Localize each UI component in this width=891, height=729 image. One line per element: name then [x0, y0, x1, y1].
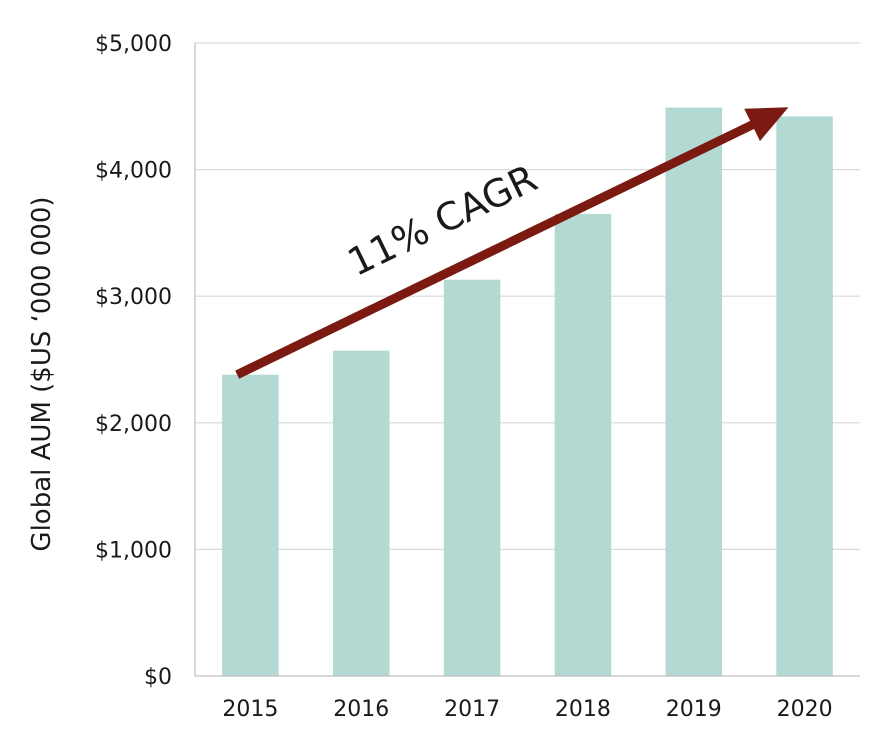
bar-2017: [443, 279, 501, 676]
bar-2015: [222, 374, 279, 676]
x-tick-label: 2019: [666, 697, 722, 722]
bar-2018: [554, 213, 612, 676]
x-tick-label: 2020: [777, 697, 833, 722]
gridlines: [195, 42, 860, 551]
y-tick-label: $5,000: [95, 32, 172, 57]
cagr-arrow: [235, 107, 789, 379]
x-tick-label: 2015: [222, 697, 278, 722]
bar-2019: [665, 107, 723, 677]
y-tick-label: $4,000: [95, 159, 172, 184]
y-tick-label: $3,000: [95, 285, 172, 310]
y-tick-label: $0: [144, 665, 172, 690]
x-tick-label: 2017: [444, 697, 500, 722]
y-tick-label: $1,000: [95, 538, 172, 563]
y-axis-label: Global AUM ($US ‘000 000): [27, 196, 57, 551]
bar-2016: [332, 350, 390, 676]
cagr-label: 11% CAGR: [341, 156, 544, 285]
bar-2020: [776, 116, 833, 677]
tick-labels: $0 $1,000 $2,000 $3,000 $4,000 $5,000 2015 2016…: [95, 32, 833, 722]
x-tick-label: 2016: [333, 697, 389, 722]
y-tick-label: $2,000: [95, 412, 172, 437]
axes: [194, 43, 860, 677]
x-tick-label: 2018: [555, 697, 611, 722]
bars: [222, 107, 833, 677]
